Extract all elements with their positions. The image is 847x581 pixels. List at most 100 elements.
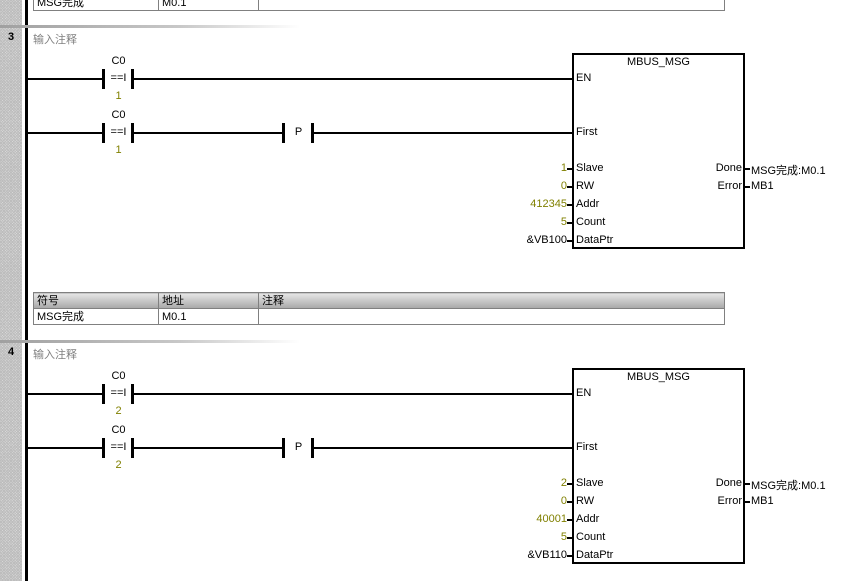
block-input-value-count[interactable]: 5 bbox=[560, 216, 567, 228]
block-input-pin-slave: Slave bbox=[576, 477, 604, 489]
block-output-value-done[interactable]: MSG完成:M0.1 bbox=[751, 480, 826, 492]
block-output-pin-error: Error bbox=[717, 180, 742, 192]
contact-value: 2 bbox=[115, 405, 122, 417]
block-input-value-addr[interactable]: 40001 bbox=[536, 513, 567, 525]
contact-operator: ==I bbox=[110, 387, 127, 399]
comment-cell[interactable] bbox=[258, 0, 725, 11]
pin-stub bbox=[567, 204, 572, 206]
block-input-value-count[interactable]: 5 bbox=[560, 531, 567, 543]
table-cell[interactable]: M0.1 bbox=[158, 308, 259, 325]
mbus-msg-block[interactable] bbox=[572, 368, 745, 564]
pin-stub bbox=[745, 186, 750, 188]
block-input-value-dataptr[interactable]: &VB100 bbox=[526, 234, 567, 246]
block-input-value-addr[interactable]: 412345 bbox=[530, 198, 567, 210]
column-header[interactable]: 地址 bbox=[158, 292, 259, 309]
contact-value: 1 bbox=[115, 90, 122, 102]
network-separator bbox=[0, 25, 300, 28]
contact-name: C0 bbox=[111, 424, 126, 436]
network-separator bbox=[0, 340, 300, 343]
pin-stub bbox=[567, 519, 572, 521]
symbol-cell[interactable]: MSG完成 bbox=[33, 0, 159, 11]
rung-wire bbox=[28, 132, 103, 134]
contact-right-bar[interactable] bbox=[131, 384, 134, 404]
network-comment[interactable]: 输入注释 bbox=[33, 34, 77, 46]
contact-name: C0 bbox=[111, 370, 126, 382]
power-rail bbox=[25, 0, 28, 581]
contact-operator: ==I bbox=[110, 441, 127, 453]
block-input-pin-rw: RW bbox=[576, 180, 595, 192]
edge-contact-right-bar[interactable] bbox=[311, 123, 314, 143]
column-header[interactable]: 符号 bbox=[33, 292, 159, 309]
rung-wire bbox=[134, 78, 574, 80]
network-number[interactable]: 4 bbox=[8, 346, 15, 358]
table-row: MSG完成 M0.1 bbox=[33, 308, 725, 325]
edge-contact-left-bar[interactable] bbox=[282, 438, 285, 458]
pin-stub bbox=[567, 240, 572, 242]
block-input-pin-slave: Slave bbox=[576, 162, 604, 174]
block-input-pin-en: EN bbox=[576, 72, 592, 84]
table-row: MSG完成 M0.1 bbox=[33, 0, 725, 11]
block-input-pin-rw: RW bbox=[576, 495, 595, 507]
pin-stub bbox=[567, 186, 572, 188]
block-input-pin-en: EN bbox=[576, 387, 592, 399]
contact-operator: ==I bbox=[110, 72, 127, 84]
table-cell[interactable]: MSG完成 bbox=[33, 308, 159, 325]
address-cell[interactable]: M0.1 bbox=[158, 0, 259, 11]
rung-wire bbox=[28, 393, 103, 395]
contact-left-bar[interactable] bbox=[102, 384, 105, 404]
block-title: MBUS_MSG bbox=[627, 56, 690, 68]
table-cell[interactable] bbox=[258, 308, 725, 325]
block-output-pin-done: Done bbox=[715, 477, 742, 489]
contact-value: 1 bbox=[115, 144, 122, 156]
block-input-pin-count: Count bbox=[576, 216, 606, 228]
rung-wire bbox=[28, 78, 103, 80]
block-input-pin-addr: Addr bbox=[576, 513, 600, 525]
block-output-value-error[interactable]: MB1 bbox=[751, 495, 774, 507]
rung-wire bbox=[134, 132, 283, 134]
block-input-value-rw[interactable]: 0 bbox=[560, 180, 567, 192]
pin-stub bbox=[567, 222, 572, 224]
block-input-value-slave[interactable]: 1 bbox=[560, 162, 567, 174]
rung-wire bbox=[28, 447, 103, 449]
symbol-table-network-2: MSG完成 M0.1 bbox=[33, 0, 725, 11]
block-input-value-rw[interactable]: 0 bbox=[560, 495, 567, 507]
block-output-value-done[interactable]: MSG完成:M0.1 bbox=[751, 165, 826, 177]
edge-contact-left-bar[interactable] bbox=[282, 123, 285, 143]
positive-edge-label: P bbox=[294, 441, 303, 453]
contact-right-bar[interactable] bbox=[131, 69, 134, 89]
block-input-pin-addr: Addr bbox=[576, 198, 600, 210]
rung-wire bbox=[134, 447, 283, 449]
mbus-msg-block[interactable] bbox=[572, 53, 745, 249]
block-input-pin-count: Count bbox=[576, 531, 606, 543]
contact-value: 2 bbox=[115, 459, 122, 471]
network-gutter bbox=[0, 0, 22, 581]
block-input-pin-dataptr: DataPtr bbox=[576, 549, 614, 561]
pin-stub bbox=[745, 168, 750, 170]
pin-stub bbox=[567, 168, 572, 170]
network-number[interactable]: 3 bbox=[8, 31, 15, 43]
block-input-pin-dataptr: DataPtr bbox=[576, 234, 614, 246]
block-input-pin-first: First bbox=[576, 126, 598, 138]
block-input-value-dataptr[interactable]: &VB110 bbox=[527, 549, 567, 561]
network-comment[interactable]: 输入注释 bbox=[33, 349, 77, 361]
contact-operator: ==I bbox=[110, 126, 127, 138]
block-input-pin-first: First bbox=[576, 441, 598, 453]
block-output-pin-done: Done bbox=[715, 162, 742, 174]
block-title: MBUS_MSG bbox=[627, 371, 690, 383]
pin-stub bbox=[567, 501, 572, 503]
rung-wire bbox=[314, 447, 574, 449]
contact-name: C0 bbox=[111, 109, 126, 121]
contact-left-bar[interactable] bbox=[102, 69, 105, 89]
block-output-value-error[interactable]: MB1 bbox=[751, 180, 774, 192]
symbol-table: 符号 地址 注释 MSG完成 M0.1 bbox=[33, 292, 725, 325]
contact-right-bar[interactable] bbox=[131, 123, 134, 143]
contact-left-bar[interactable] bbox=[102, 438, 105, 458]
pin-stub bbox=[567, 555, 572, 557]
contact-left-bar[interactable] bbox=[102, 123, 105, 143]
contact-right-bar[interactable] bbox=[131, 438, 134, 458]
block-input-value-slave[interactable]: 2 bbox=[560, 477, 567, 489]
edge-contact-right-bar[interactable] bbox=[311, 438, 314, 458]
column-header[interactable]: 注释 bbox=[258, 292, 725, 309]
pin-stub bbox=[567, 483, 572, 485]
pin-stub bbox=[745, 501, 750, 503]
